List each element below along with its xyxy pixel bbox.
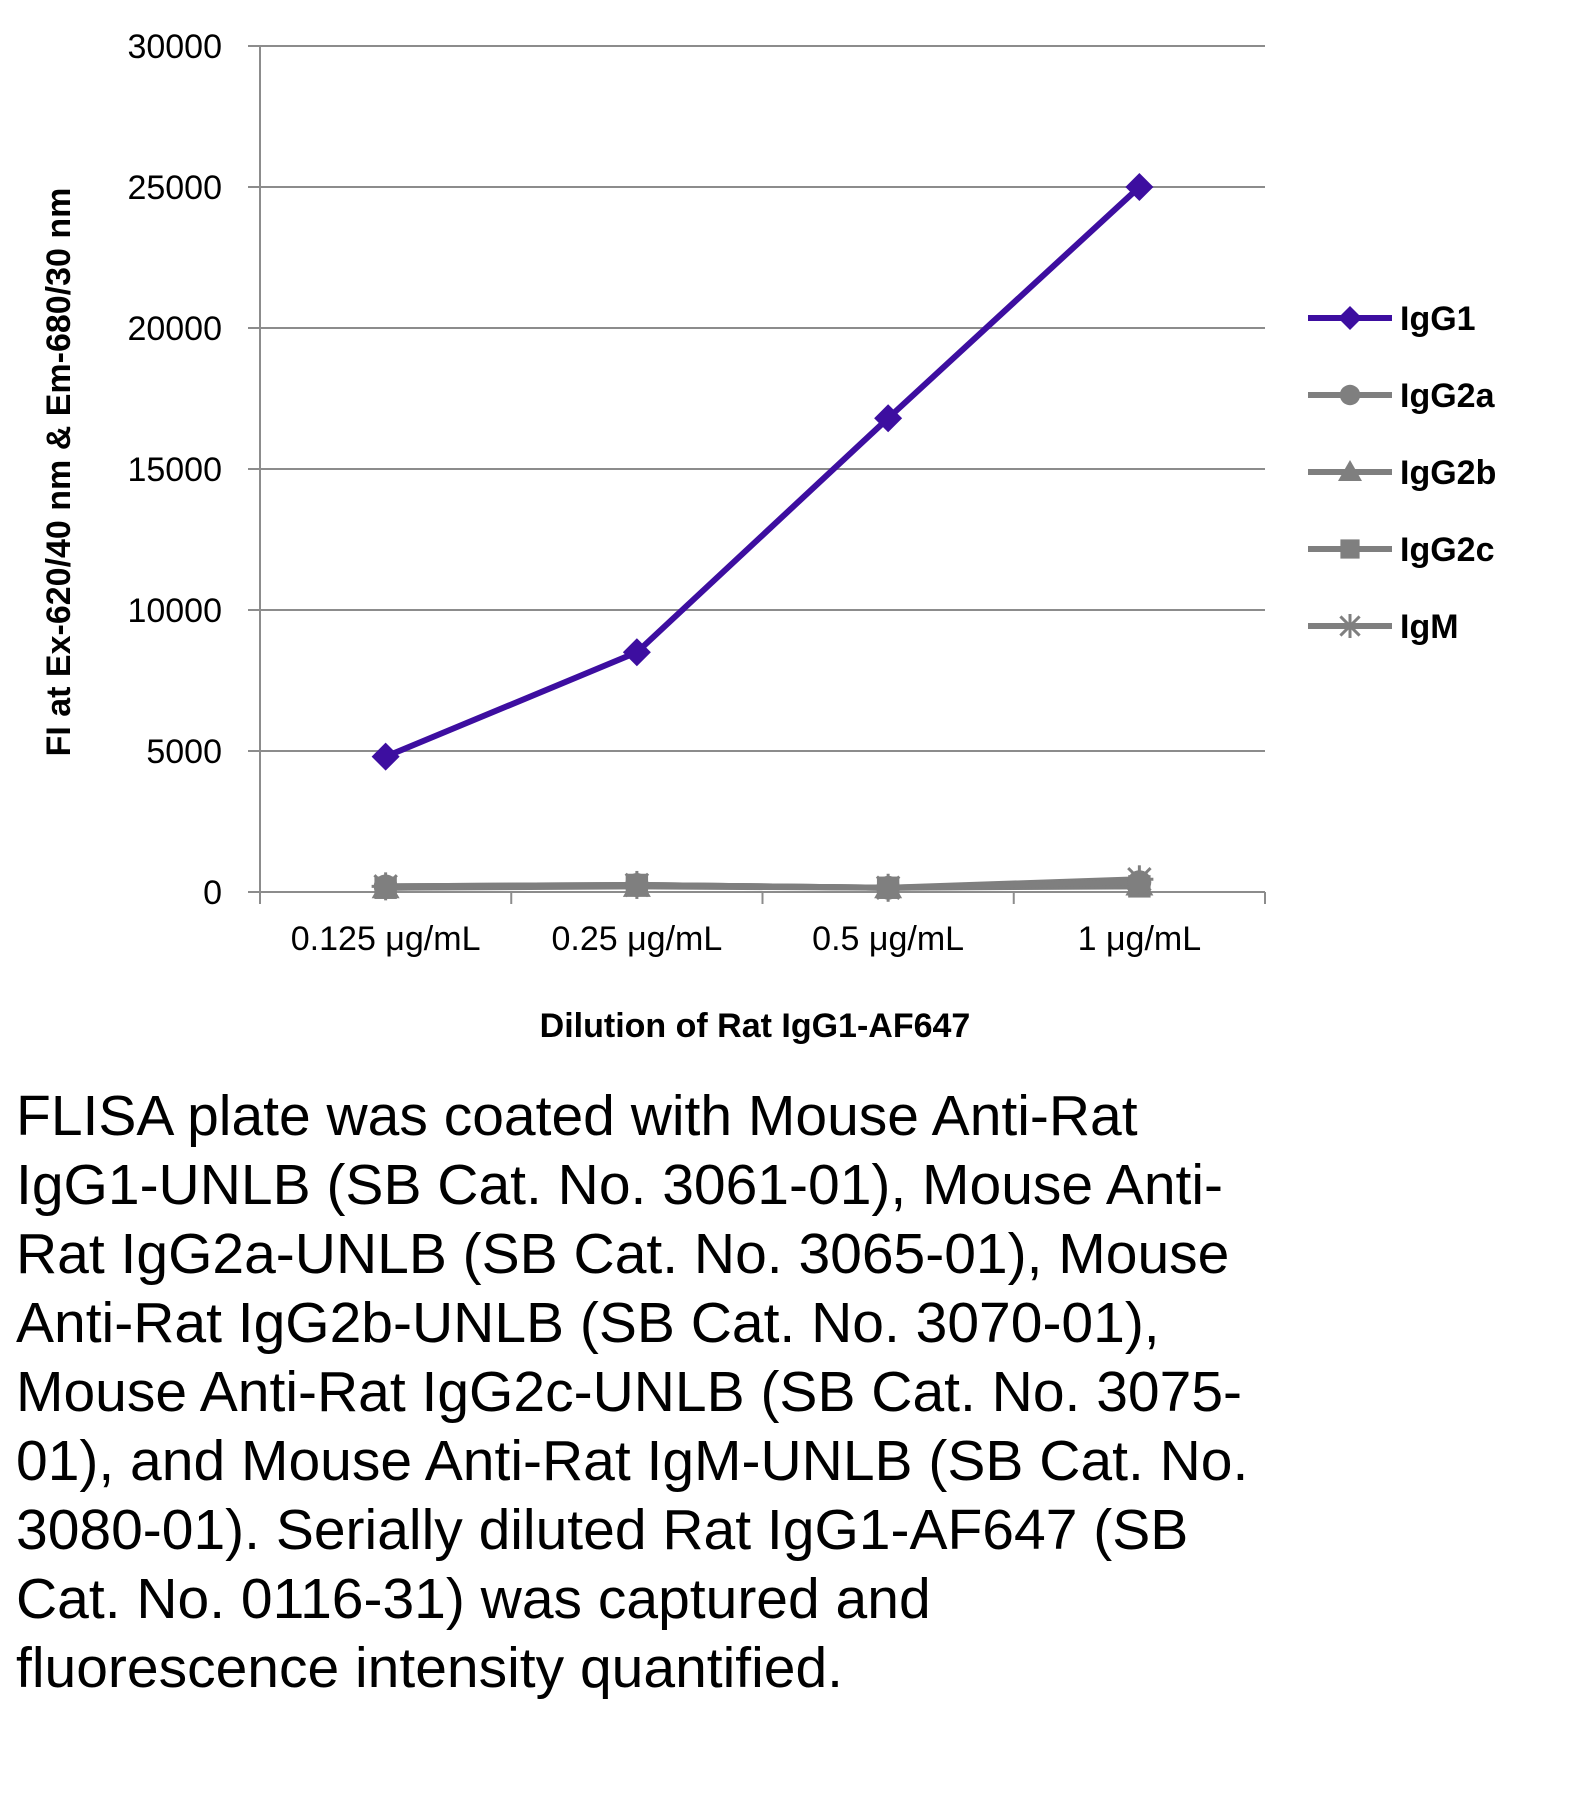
y-tick-label: 10000	[127, 592, 222, 630]
y-axis-title: FI at Ex-620/40 nm & Em-680/30 nm	[40, 188, 78, 757]
legend-marker	[1338, 614, 1362, 638]
y-tick-label: 30000	[127, 28, 222, 66]
chart-figure: 0 5000 10000 15000 20000 25000 30000 0.125 μg/m…	[40, 28, 1496, 1045]
data-series	[371, 173, 1154, 902]
data-point	[373, 874, 398, 899]
data-point	[876, 875, 901, 900]
legend-item: IgG2a	[1308, 377, 1496, 415]
series-line	[384, 184, 1142, 760]
legend-label: IgG2a	[1400, 377, 1496, 415]
series-line	[385, 879, 1140, 891]
y-tick-label: 20000	[127, 310, 222, 348]
y-tick-label: 15000	[127, 451, 222, 489]
legend-item: IgG1	[1308, 300, 1476, 338]
legend: IgG1 IgG2a IgG2b IgG2c IgM	[1308, 300, 1496, 646]
legend-item: IgG2c	[1308, 531, 1494, 569]
series-IgG2a	[373, 870, 1152, 900]
y-tick-label: 0	[203, 874, 222, 912]
axes: 0 5000 10000 15000 20000 25000 30000 0.125 μg/m…	[127, 28, 1266, 958]
gridlines	[260, 45, 1265, 752]
data-point	[874, 404, 903, 433]
legend-label: IgG1	[1400, 300, 1476, 338]
y-tick-label: 25000	[127, 169, 222, 207]
x-tick-label: 0.25 μg/mL	[551, 920, 722, 958]
x-tick-label: 1 μg/mL	[1078, 920, 1202, 958]
legend-label: IgG2c	[1400, 531, 1494, 569]
data-point	[371, 742, 400, 771]
legend-label: IgG2b	[1400, 454, 1496, 492]
legend-marker	[1340, 539, 1360, 559]
legend-item: IgM	[1308, 608, 1459, 646]
data-point	[624, 873, 649, 897]
data-point	[1127, 870, 1152, 895]
legend-item: IgG2b	[1308, 454, 1496, 492]
x-tick-label: 0.125 μg/mL	[291, 920, 481, 958]
data-point	[622, 638, 651, 667]
x-axis-title: Dilution of Rat IgG1-AF647	[540, 1007, 971, 1045]
y-tick-label: 5000	[146, 733, 222, 771]
series-IgG1	[371, 173, 1154, 771]
data-point	[1125, 173, 1154, 201]
line-chart: 0 5000 10000 15000 20000 25000 30000 0.125 μg/m…	[40, 28, 1496, 1045]
legend-marker	[1339, 384, 1361, 406]
legend-label: IgM	[1400, 608, 1459, 646]
x-tick-label: 0.5 μg/mL	[812, 920, 964, 958]
figure-caption: FLISA plate was coated with Mouse Anti-R…	[16, 1084, 1249, 1700]
legend-marker	[1338, 306, 1362, 330]
legend-marker	[1338, 460, 1362, 481]
